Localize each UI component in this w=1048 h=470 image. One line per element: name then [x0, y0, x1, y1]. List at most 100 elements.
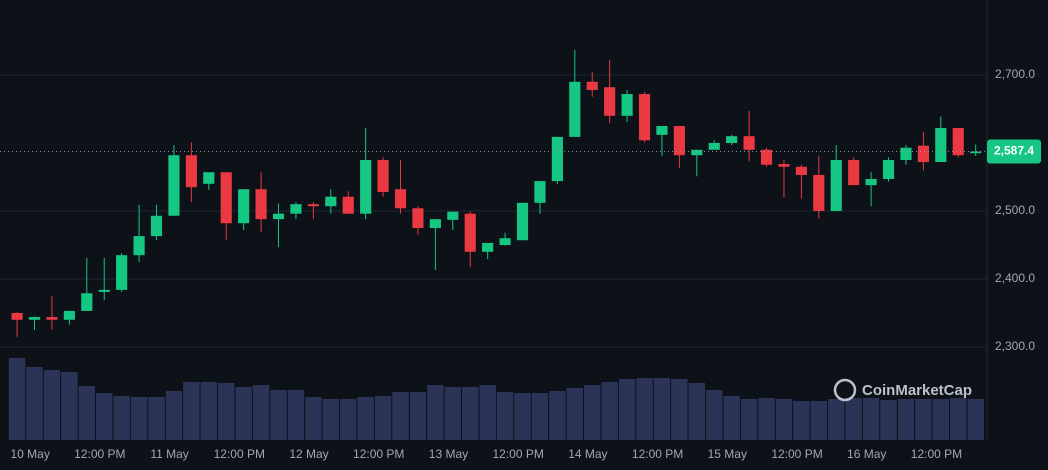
- y-tick-label: 2,700.0: [995, 67, 1035, 81]
- volume-bar: [706, 390, 723, 440]
- volume-bar: [775, 399, 793, 440]
- volume-bar: [43, 370, 61, 440]
- candle-body: [900, 147, 912, 160]
- candle-body: [307, 204, 319, 207]
- candle-body: [46, 317, 58, 320]
- volume-bar: [322, 399, 340, 440]
- volume-bar: [96, 393, 113, 440]
- candle-body: [621, 94, 633, 116]
- volume-bar: [340, 399, 357, 440]
- x-tick-label: 12 May: [289, 447, 328, 461]
- candle-body: [708, 142, 720, 150]
- volume-bar: [218, 383, 235, 440]
- candle-body: [656, 125, 668, 135]
- x-tick-label: 14 May: [568, 447, 607, 461]
- candle-body: [935, 128, 947, 163]
- volume-bar: [8, 358, 26, 440]
- volume-bar: [270, 390, 287, 440]
- candle-body: [917, 145, 929, 163]
- x-tick-label: 15 May: [708, 447, 747, 461]
- candle-body: [691, 149, 703, 156]
- candle-body: [98, 289, 110, 292]
- volume-bar: [810, 401, 828, 440]
- volume-bar: [462, 387, 479, 440]
- candle-body: [638, 94, 651, 141]
- candle-body: [795, 166, 807, 175]
- x-tick-label: 12:00 PM: [911, 447, 962, 461]
- volume-bar: [409, 392, 427, 440]
- volume-bar: [688, 383, 706, 440]
- volume-bar: [374, 396, 392, 440]
- candle-body: [604, 87, 616, 116]
- candle-body: [220, 172, 232, 224]
- volume-bar: [496, 392, 514, 440]
- volume-bar: [601, 382, 618, 440]
- volume-bar: [514, 393, 531, 440]
- candle-body: [342, 196, 354, 214]
- x-tick-label: 13 May: [429, 447, 468, 461]
- candle-body: [185, 155, 197, 188]
- candle-body: [830, 159, 842, 211]
- volume-bar: [740, 399, 758, 440]
- volume-bar: [148, 397, 165, 440]
- volume-bar: [531, 393, 549, 440]
- candle-body: [813, 174, 825, 211]
- y-tick-label: 2,400.0: [995, 271, 1035, 285]
- candle-body: [447, 211, 459, 220]
- volume-bar: [183, 382, 200, 440]
- candle-body: [272, 213, 285, 220]
- current-price-box: [987, 139, 1041, 164]
- candle-body: [882, 159, 895, 180]
- volume-bar: [305, 397, 322, 440]
- volume-bar: [932, 399, 950, 440]
- volume-bar: [723, 396, 740, 440]
- volume-bar: [287, 390, 305, 440]
- candle-body: [586, 81, 598, 90]
- candle-body: [28, 317, 41, 320]
- x-tick-label: 12:00 PM: [771, 447, 822, 461]
- volume-bar: [235, 387, 252, 440]
- candle-body: [551, 136, 563, 182]
- volume-bar: [479, 385, 496, 440]
- candle-body: [116, 255, 128, 290]
- x-tick-label: 12:00 PM: [353, 447, 404, 461]
- candle-body: [63, 310, 75, 320]
- x-tick-label: 10 May: [10, 447, 49, 461]
- candle-body: [168, 155, 180, 216]
- candle-body: [81, 293, 93, 311]
- x-tick-label: 12:00 PM: [632, 447, 683, 461]
- candle-body: [726, 136, 738, 143]
- volume-bar: [427, 385, 444, 440]
- candle-body: [150, 215, 163, 237]
- candle-body: [203, 172, 215, 184]
- candle-body: [325, 196, 337, 207]
- x-tick-label: 16 May: [847, 447, 886, 461]
- candle-body: [412, 208, 424, 228]
- volume-bar: [61, 372, 78, 440]
- volume-bar: [671, 379, 688, 440]
- volume-bar: [862, 398, 880, 440]
- volume-bar: [200, 382, 218, 440]
- candle-body: [429, 219, 441, 228]
- x-tick-label: 12:00 PM: [492, 447, 543, 461]
- candle-body: [499, 238, 511, 245]
- y-tick-label: 2,300.0: [995, 339, 1035, 353]
- candle-body: [238, 189, 250, 224]
- x-tick-label: 12:00 PM: [74, 447, 125, 461]
- volume-bar: [252, 385, 270, 440]
- y-tick-label: 2,500.0: [995, 203, 1035, 217]
- volume-bar: [444, 387, 462, 440]
- candle-body: [464, 213, 476, 252]
- watermark-text: CoinMarketCap: [862, 382, 972, 399]
- volume-bar: [549, 391, 566, 440]
- candle-body: [534, 181, 546, 203]
- volume-bar: [113, 396, 130, 440]
- volume-bar: [26, 367, 43, 440]
- volume-bar: [653, 378, 671, 440]
- volume-bar: [584, 385, 601, 440]
- volume-bar: [915, 399, 932, 440]
- volume-bar: [880, 400, 897, 440]
- candle-body: [11, 312, 23, 320]
- candle-body: [290, 204, 302, 214]
- candle-body: [673, 125, 685, 156]
